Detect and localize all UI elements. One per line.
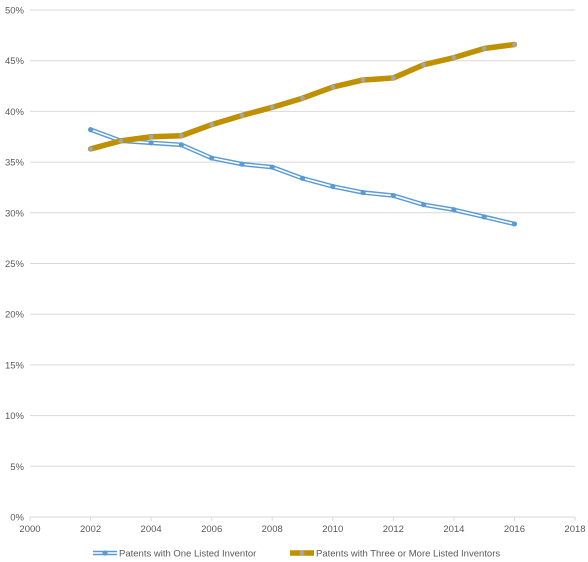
data-point — [330, 84, 336, 90]
data-point — [421, 62, 427, 68]
y-tick-label: 25% — [5, 259, 25, 270]
data-point — [481, 46, 487, 51]
x-tick-label: 2018 — [564, 524, 585, 535]
data-point — [209, 155, 215, 161]
y-tick-label: 20% — [5, 310, 25, 321]
x-tick-label: 2016 — [504, 524, 525, 535]
y-tick-label: 35% — [5, 158, 25, 169]
gridlines — [30, 9, 575, 467]
data-point — [390, 75, 396, 81]
data-point — [239, 161, 245, 167]
data-point — [148, 134, 154, 140]
x-tick-label: 2004 — [141, 524, 162, 535]
data-point — [299, 175, 306, 181]
data-point — [88, 146, 93, 152]
legend-marker — [102, 550, 108, 556]
data-point — [330, 183, 336, 190]
y-tick-label: 50% — [5, 6, 25, 17]
legend-label: Patents with Three or More Listed Invent… — [316, 549, 500, 560]
legend-item-2: Patents with Three or More Listed Invent… — [290, 549, 500, 560]
y-tick-label: 5% — [10, 462, 24, 473]
series-1 — [87, 127, 518, 227]
data-point — [148, 140, 154, 146]
data-point — [209, 122, 215, 127]
data-point — [87, 127, 94, 133]
data-point — [118, 138, 124, 144]
data-point — [451, 207, 457, 213]
data-point — [390, 192, 396, 199]
legend-item-1: Patents with One Listed Inventor — [93, 549, 256, 560]
y-tick-label: 10% — [5, 411, 25, 422]
data-point — [178, 142, 184, 148]
x-axis: 2000 2002 2004 2006 2008 2010 2012 2014 2016 2018 — [19, 517, 586, 535]
data-point — [481, 214, 487, 220]
data-point — [512, 42, 517, 47]
x-tick-label: 2008 — [262, 524, 283, 535]
series-2 — [87, 41, 518, 152]
y-tick-label: 15% — [5, 360, 25, 371]
data-point — [269, 164, 275, 170]
series-group — [87, 41, 518, 227]
legend-label: Patents with One Listed Inventor — [119, 549, 256, 560]
y-tick-label: 45% — [5, 56, 25, 67]
data-point — [421, 202, 427, 208]
data-point — [178, 133, 184, 139]
y-tick-label: 40% — [5, 107, 25, 118]
x-tick-label: 2014 — [443, 524, 464, 535]
data-point — [360, 77, 366, 83]
y-tick-label: 30% — [5, 208, 25, 219]
x-tick-label: 2000 — [19, 524, 40, 535]
y-axis: 0% 5% 10% 15% 20% 25% 30% 35% 40% 45% 50% — [5, 6, 25, 524]
x-tick-label: 2002 — [80, 524, 101, 535]
x-tick-label: 2010 — [322, 524, 343, 535]
data-point — [511, 221, 518, 227]
x-tick-label: 2012 — [383, 524, 404, 535]
data-point — [300, 95, 305, 101]
legend-marker — [299, 550, 305, 556]
data-point — [269, 104, 275, 110]
data-point — [451, 55, 457, 61]
data-point — [239, 113, 245, 118]
legend: Patents with One Listed Inventor Patents … — [93, 549, 500, 560]
x-tick-label: 2006 — [201, 524, 222, 535]
data-point — [360, 189, 366, 196]
y-tick-label: 0% — [10, 513, 24, 524]
